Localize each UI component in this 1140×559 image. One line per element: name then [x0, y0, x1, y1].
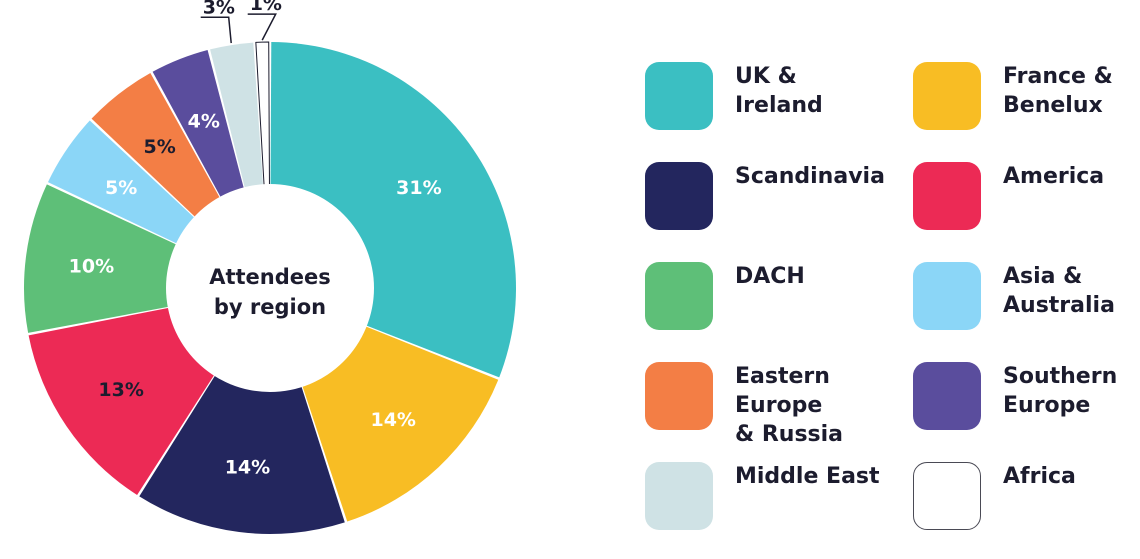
callout-labels: 3% 1%	[200, 0, 282, 44]
legend-swatch	[913, 62, 981, 130]
callout-label-africa: 1%	[250, 0, 282, 15]
legend-item-africa: Africa	[913, 462, 1076, 530]
slice-label-america: 13%	[98, 379, 143, 401]
slice-label-southern-europe: 4%	[188, 111, 220, 133]
legend-swatch	[913, 162, 981, 230]
callout-label-middle-east: 3%	[203, 0, 235, 18]
legend-swatch	[913, 262, 981, 330]
donut-hole	[166, 184, 374, 392]
center-label-line-1: Attendees	[209, 265, 331, 289]
legend-item-asia-australia: Asia & Australia	[913, 262, 1115, 330]
legend-label: Asia & Australia	[1003, 264, 1115, 318]
slice-label-eastern-europe-and-russia: 5%	[144, 136, 176, 158]
legend-label: Eastern Europe & Russia	[735, 364, 844, 447]
legend-swatch	[645, 162, 713, 230]
legend-label: Scandinavia	[735, 164, 885, 189]
legend-swatch	[645, 262, 713, 330]
callout-line-africa	[247, 13, 277, 41]
slice-label-uk-and-ireland: 31%	[396, 177, 441, 199]
legend: UK & Ireland France & Benelux Scandinavi…	[645, 62, 1140, 542]
legend-item-dach: DACH	[645, 262, 805, 330]
slice-label-france-and-benelux: 14%	[370, 409, 415, 431]
legend-item-southern-europe: Southern Europe	[913, 362, 1117, 430]
legend-label: Southern Europe	[1003, 364, 1118, 418]
legend-label: America	[1003, 164, 1105, 189]
legend-item-scandinavia: Scandinavia	[645, 162, 885, 230]
slice-label-asia-and-australia: 5%	[105, 177, 137, 199]
legend-item-eastern-europe-russia: Eastern Europe & Russia	[645, 362, 843, 449]
legend-item-uk-ireland: UK & Ireland	[645, 62, 823, 130]
legend-swatch	[913, 462, 981, 530]
callout-line-middle-east	[200, 16, 232, 44]
legend-item-america: America	[913, 162, 1104, 230]
slice-scandinavia	[139, 288, 345, 535]
legend-item-france-benelux: France & Benelux	[913, 62, 1113, 130]
center-label-line-2: by region	[214, 295, 326, 319]
slice-label-dach: 10%	[69, 255, 114, 277]
donut-chart: 31% 14% 14% 13% 10% 5% 5% 4% 3% 1% Attendees by …	[23, 0, 516, 535]
legend-item-middle-east: Middle East	[645, 462, 880, 530]
legend-swatch	[645, 62, 713, 130]
legend-swatch	[645, 362, 713, 430]
legend-label: Africa	[1003, 464, 1076, 489]
legend-label: UK & Ireland	[735, 64, 823, 118]
slice-labels: 31% 14% 14% 13% 10% 5% 5% 4%	[69, 111, 442, 479]
legend-label: Middle East	[735, 464, 880, 489]
legend-swatch	[645, 462, 713, 530]
slice-label-scandinavia: 14%	[225, 457, 270, 479]
legend-label: France & Benelux	[1003, 64, 1113, 118]
legend-swatch	[913, 362, 981, 430]
legend-label: DACH	[735, 264, 805, 289]
